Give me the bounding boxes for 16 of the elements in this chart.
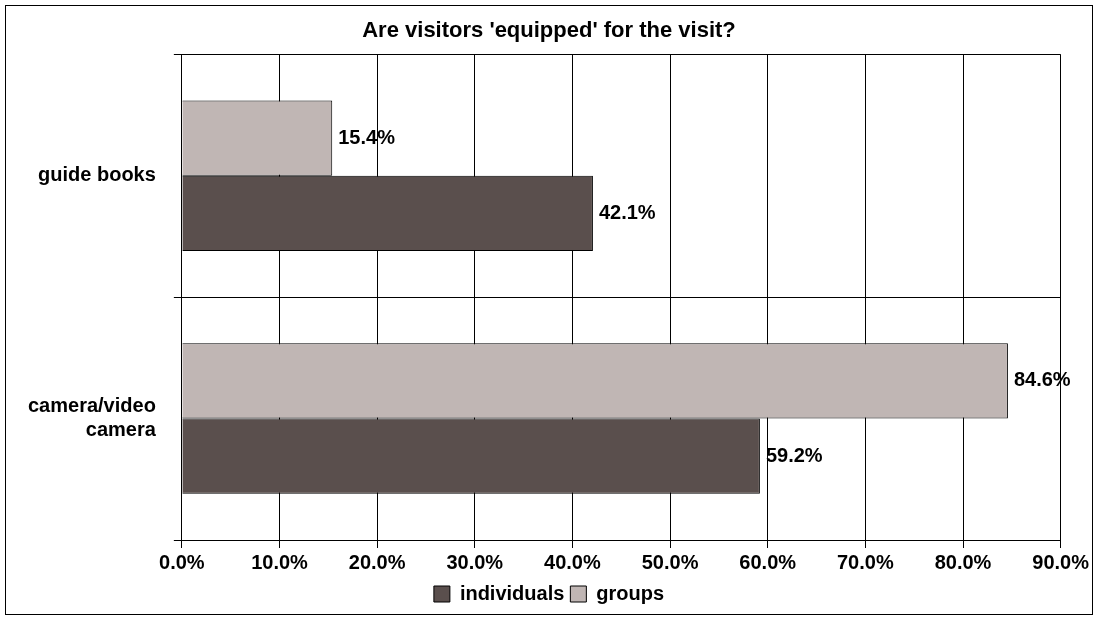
x-tick-label: 40.0% bbox=[544, 550, 601, 573]
y-tick-label: camera/video camera bbox=[27, 394, 157, 441]
x-tick-label: 90.0% bbox=[1032, 550, 1090, 573]
x-tick-label: 80.0% bbox=[934, 550, 992, 573]
x-tick-label: 60.0% bbox=[739, 550, 797, 573]
x-tick-label: 20.0% bbox=[348, 550, 406, 573]
x-tick-label: 50.0% bbox=[641, 550, 699, 573]
chart-title: Are visitors 'equipped' for the visit? bbox=[362, 17, 736, 43]
data-label: 42.1% bbox=[598, 200, 656, 223]
legend-label: groups bbox=[596, 581, 665, 604]
x-tick-label: 10.0% bbox=[251, 550, 309, 573]
x-tick-label: 30.0% bbox=[446, 550, 504, 573]
x-tick-label: 0.0% bbox=[159, 550, 205, 573]
legend-label: individuals bbox=[459, 581, 565, 604]
x-tick-label: 70.0% bbox=[837, 550, 894, 573]
y-tick-label: guide books bbox=[38, 163, 156, 186]
